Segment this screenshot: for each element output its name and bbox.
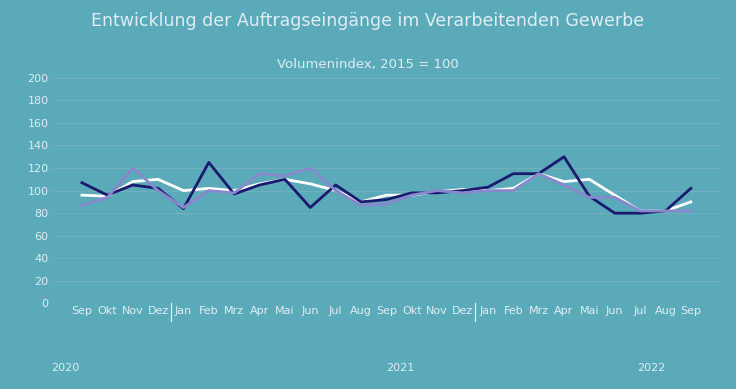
Ausland (661, 209, 670, 213)
Inland (179, 206, 188, 211)
Inland (636, 211, 645, 216)
Ausland (331, 188, 340, 193)
Insgesamt (154, 177, 163, 182)
Insgesamt (661, 209, 670, 213)
Insgesamt (636, 209, 645, 213)
Ausland (636, 209, 645, 213)
Insgesamt (484, 188, 492, 193)
Ausland (128, 166, 137, 170)
Ausland (230, 191, 238, 195)
Inland (306, 205, 315, 210)
Insgesamt (77, 193, 86, 198)
Inland (331, 183, 340, 187)
Inland (230, 192, 238, 196)
Text: 2021: 2021 (386, 363, 414, 373)
Insgesamt (103, 194, 112, 198)
Inland (687, 186, 696, 191)
Insgesamt (610, 193, 619, 198)
Inland (610, 211, 619, 216)
Text: Entwicklung der Auftragseingänge im Verarbeitenden Gewerbe: Entwicklung der Auftragseingänge im Vera… (91, 12, 645, 30)
Inland (534, 171, 543, 176)
Insgesamt (306, 182, 315, 186)
Inland (280, 177, 289, 182)
Insgesamt (585, 177, 594, 182)
Inland (128, 183, 137, 187)
Insgesamt (534, 171, 543, 176)
Text: 2020: 2020 (52, 363, 79, 373)
Insgesamt (407, 193, 416, 198)
Ausland (509, 188, 517, 193)
Ausland (585, 195, 594, 200)
Insgesamt (128, 179, 137, 184)
Insgesamt (433, 189, 442, 194)
Inland (154, 186, 163, 191)
Insgesamt (357, 200, 366, 204)
Inland (255, 183, 264, 187)
Text: 2022: 2022 (637, 363, 666, 373)
Ausland (306, 166, 315, 170)
Insgesamt (331, 188, 340, 193)
Inland (382, 197, 391, 202)
Inland (559, 154, 568, 159)
Text: Volumenindex, 2015 = 100: Volumenindex, 2015 = 100 (277, 58, 459, 71)
Insgesamt (205, 186, 213, 191)
Inland (661, 209, 670, 213)
Ausland (103, 195, 112, 200)
Ausland (205, 188, 213, 193)
Ausland (382, 202, 391, 207)
Insgesamt (458, 187, 467, 192)
Ausland (255, 171, 264, 176)
Insgesamt (559, 179, 568, 184)
Inland (357, 200, 366, 204)
Ausland (433, 188, 442, 193)
Inland (433, 191, 442, 195)
Ausland (280, 173, 289, 178)
Ausland (179, 205, 188, 210)
Inland (458, 188, 467, 193)
Insgesamt (687, 200, 696, 204)
Insgesamt (230, 188, 238, 193)
Ausland (407, 193, 416, 198)
Insgesamt (179, 188, 188, 193)
Insgesamt (255, 182, 264, 186)
Ausland (458, 191, 467, 195)
Inland (77, 180, 86, 185)
Inland (103, 193, 112, 198)
Inland (509, 171, 517, 176)
Inland (484, 185, 492, 189)
Ausland (559, 183, 568, 187)
Ausland (154, 188, 163, 193)
Line: Ausland: Ausland (82, 168, 691, 211)
Ausland (534, 171, 543, 176)
Ausland (484, 188, 492, 193)
Line: Inland: Inland (82, 157, 691, 213)
Inland (585, 194, 594, 198)
Ausland (610, 195, 619, 200)
Ausland (357, 203, 366, 208)
Ausland (77, 203, 86, 208)
Inland (205, 160, 213, 165)
Line: Insgesamt: Insgesamt (82, 173, 691, 211)
Insgesamt (280, 177, 289, 182)
Insgesamt (509, 186, 517, 191)
Insgesamt (382, 193, 391, 198)
Inland (407, 191, 416, 195)
Ausland (687, 209, 696, 213)
